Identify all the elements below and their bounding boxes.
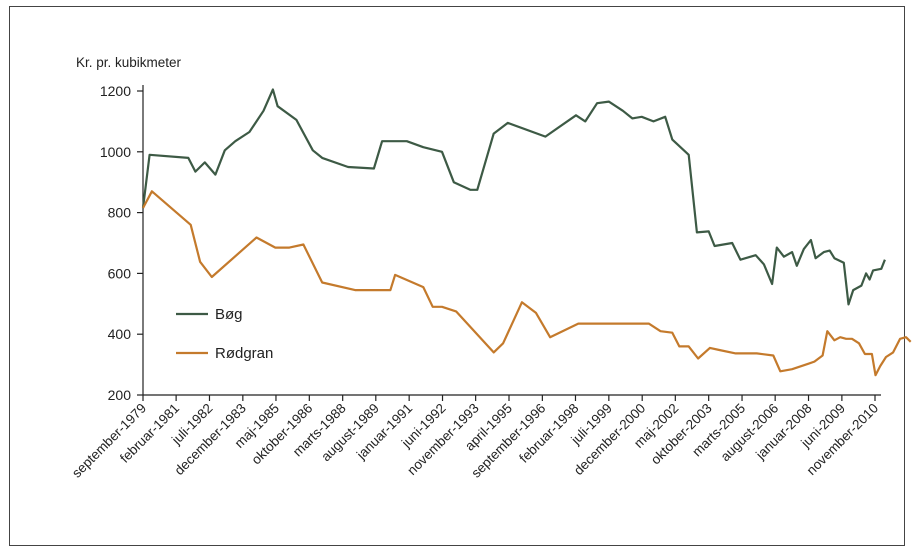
y-tick-label: 800 <box>108 205 132 221</box>
y-ticks: 200 400 600 800 1000 1200 <box>100 83 143 403</box>
y-tick-label: 400 <box>108 326 132 342</box>
y-tick-label: 1200 <box>100 83 131 99</box>
y-axis-label: Kr. pr. kubikmeter <box>76 55 182 70</box>
x-ticks: september-1979februar-1981juli-1982decem… <box>69 395 881 481</box>
series-line-rodgran <box>142 190 912 377</box>
legend-label: Rødgran <box>215 345 273 362</box>
y-tick-label: 600 <box>108 265 132 281</box>
legend: Bøg Rødgran <box>176 306 273 362</box>
series-lines <box>141 88 912 377</box>
y-tick-label: 200 <box>108 387 132 403</box>
legend-label: Bøg <box>215 306 243 323</box>
y-tick-label: 1000 <box>100 144 131 160</box>
series-line-bog <box>141 88 886 306</box>
chart-frame <box>9 6 905 546</box>
axes <box>142 85 881 396</box>
